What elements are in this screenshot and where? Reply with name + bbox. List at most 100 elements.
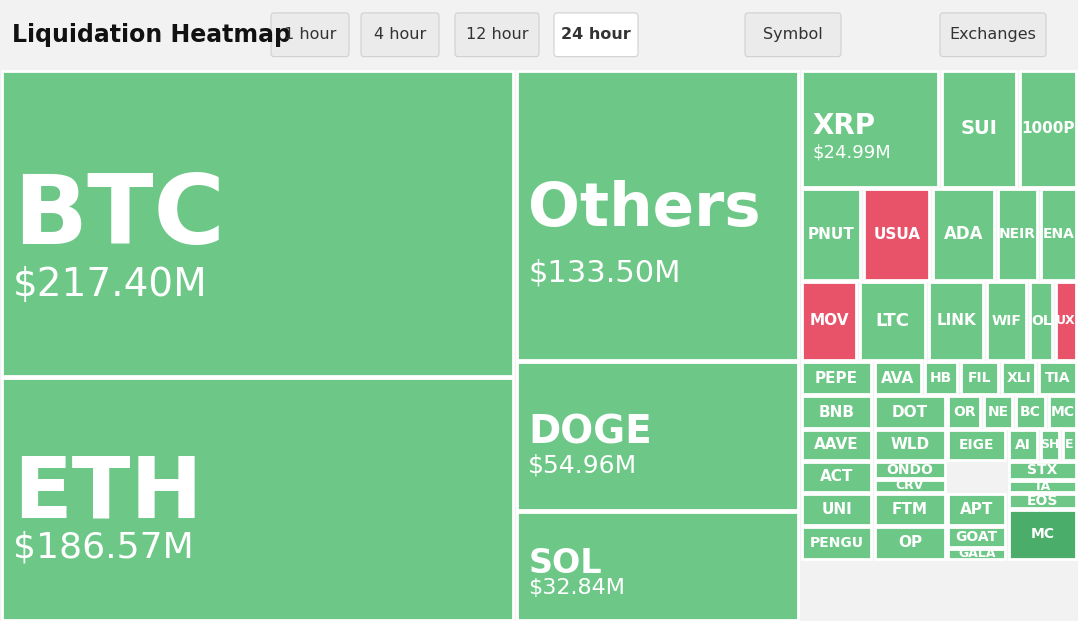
Text: Exchanges: Exchanges — [950, 27, 1036, 42]
Bar — [875, 494, 944, 525]
Bar — [802, 361, 871, 394]
Bar — [1009, 494, 1076, 508]
Bar — [1003, 361, 1035, 394]
Bar — [942, 71, 1015, 187]
Text: MOV: MOV — [810, 313, 848, 329]
Bar — [517, 71, 798, 360]
Bar — [1063, 430, 1076, 460]
Bar — [875, 461, 944, 478]
Text: ACT: ACT — [820, 469, 853, 484]
Bar — [949, 548, 1005, 559]
Text: $217.40M: $217.40M — [13, 266, 208, 304]
Text: TA: TA — [1034, 480, 1051, 493]
Bar — [949, 527, 1005, 546]
FancyBboxPatch shape — [745, 13, 841, 57]
Bar — [2, 378, 513, 620]
Text: 1000P: 1000P — [1021, 121, 1075, 137]
Bar — [962, 361, 998, 394]
Bar — [987, 282, 1026, 360]
Text: FTM: FTM — [892, 502, 928, 517]
Text: 24 hour: 24 hour — [562, 27, 631, 42]
Text: ENA: ENA — [1042, 227, 1075, 242]
Text: LTC: LTC — [875, 312, 910, 330]
Bar — [984, 396, 1012, 427]
Bar — [802, 396, 871, 427]
Text: OL: OL — [1031, 314, 1052, 328]
FancyBboxPatch shape — [455, 13, 539, 57]
Text: AVA: AVA — [882, 371, 914, 386]
Bar — [949, 430, 1005, 460]
Bar — [925, 361, 957, 394]
Text: SH: SH — [1040, 438, 1060, 451]
Bar — [517, 512, 798, 620]
Text: MC: MC — [1031, 527, 1054, 542]
Text: SOL: SOL — [528, 547, 602, 580]
Text: AI: AI — [1015, 438, 1031, 451]
Bar — [1020, 71, 1076, 187]
Text: WIF: WIF — [992, 314, 1022, 328]
Bar — [802, 430, 871, 460]
Bar — [802, 494, 871, 525]
Text: DOT: DOT — [892, 404, 928, 420]
Bar — [949, 494, 1005, 525]
Text: APT: APT — [960, 502, 993, 517]
Bar — [875, 480, 944, 491]
FancyBboxPatch shape — [271, 13, 349, 57]
Text: $24.99M: $24.99M — [813, 143, 892, 161]
Bar — [875, 396, 944, 427]
Text: PENGU: PENGU — [810, 536, 863, 550]
Bar — [934, 189, 994, 280]
Text: HB: HB — [930, 371, 952, 385]
Bar — [1031, 282, 1052, 360]
Text: $54.96M: $54.96M — [528, 454, 637, 478]
Text: SUI: SUI — [960, 119, 997, 138]
Bar — [929, 282, 983, 360]
Bar — [875, 430, 944, 460]
Bar — [1039, 361, 1076, 394]
Text: MC: MC — [1050, 405, 1075, 419]
Bar — [875, 361, 921, 394]
Bar — [802, 282, 856, 360]
Text: DOGE: DOGE — [528, 414, 652, 451]
FancyBboxPatch shape — [554, 13, 638, 57]
Text: GALA: GALA — [958, 547, 995, 560]
Text: UX: UX — [1056, 314, 1076, 327]
Text: 4 hour: 4 hour — [374, 27, 426, 42]
Bar — [1017, 396, 1045, 427]
Text: GOAT: GOAT — [955, 530, 998, 543]
Bar — [802, 461, 871, 491]
FancyBboxPatch shape — [361, 13, 439, 57]
Text: TIA: TIA — [1045, 371, 1070, 385]
Bar — [860, 282, 925, 360]
Text: BC: BC — [1020, 405, 1041, 419]
Text: WLD: WLD — [890, 437, 929, 452]
Text: ETH: ETH — [13, 453, 203, 536]
Text: PNUT: PNUT — [807, 227, 855, 242]
Text: PEPE: PEPE — [815, 371, 858, 386]
Bar — [802, 71, 938, 187]
Bar — [802, 189, 860, 280]
Text: STX: STX — [1027, 463, 1058, 478]
Text: 1 hour: 1 hour — [284, 27, 336, 42]
Text: Liquidation Heatmap: Liquidation Heatmap — [12, 23, 291, 47]
Text: XLI: XLI — [1007, 371, 1031, 385]
Bar — [1009, 461, 1076, 479]
Text: EIGE: EIGE — [959, 438, 994, 451]
Bar — [865, 189, 929, 280]
Text: OR: OR — [953, 405, 976, 419]
Text: EOS: EOS — [1026, 494, 1059, 508]
Text: $186.57M: $186.57M — [13, 531, 194, 565]
Text: $32.84M: $32.84M — [528, 578, 625, 598]
Bar — [1009, 481, 1076, 491]
Bar — [1041, 430, 1059, 460]
Text: BTC: BTC — [13, 171, 225, 264]
Bar — [949, 396, 980, 427]
Bar — [517, 361, 798, 510]
Text: USUA: USUA — [873, 227, 921, 242]
Text: ONDO: ONDO — [886, 463, 934, 477]
Text: XRP: XRP — [813, 112, 875, 140]
Text: OP: OP — [898, 535, 922, 550]
Text: UNI: UNI — [821, 502, 852, 517]
Text: $133.50M: $133.50M — [528, 259, 680, 288]
Text: Symbol: Symbol — [763, 27, 823, 42]
